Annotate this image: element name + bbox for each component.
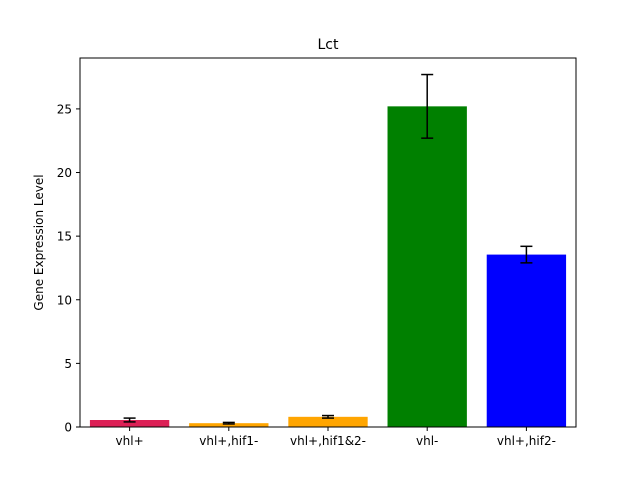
x-tick-label-4: vhl+,hif2-	[497, 434, 556, 448]
bar-2	[288, 416, 368, 427]
y-tick-label-2: 10	[57, 293, 72, 307]
bar-0	[89, 420, 170, 427]
bars-group	[89, 106, 567, 428]
bar-3	[387, 106, 467, 428]
x-tick-label-1: vhl+,hif1-	[199, 434, 258, 448]
error-bars-group	[123, 73, 533, 425]
bar-1	[189, 423, 269, 427]
x-tick-label-3: vhl-	[416, 434, 438, 448]
x-tick-label-2: vhl+,hif1&2-	[290, 434, 366, 448]
y-tick-label-1: 5	[64, 357, 72, 371]
y-axis-label: Gene Expression Level	[32, 174, 46, 310]
y-tick-label-3: 15	[57, 230, 72, 244]
y-axis-ticks: 0 5 10 15 20 25	[57, 102, 80, 435]
y-tick-label-5: 25	[57, 102, 72, 116]
x-tick-label-0: vhl+	[116, 434, 144, 448]
x-axis-ticks: vhl+ vhl+,hif1- vhl+,hif1&2- vhl-vhl+,hif2-	[116, 427, 556, 448]
y-tick-label-0: 0	[64, 421, 72, 435]
y-tick-label-4: 20	[57, 166, 72, 180]
bar-4	[486, 254, 567, 427]
chart-title: Lct	[318, 37, 339, 53]
